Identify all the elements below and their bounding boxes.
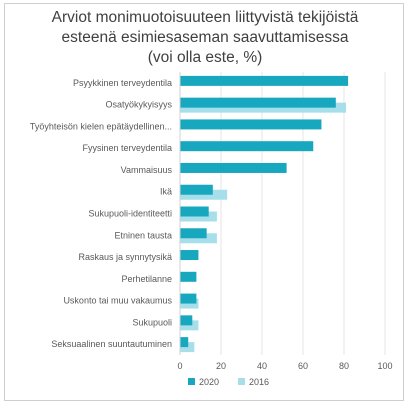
category-label: Sukupuoli (132, 317, 172, 327)
category-label: Työyhteisön kielen epätäydellinen... (30, 121, 172, 131)
category-label: Perhetilanne (121, 274, 172, 284)
category-label: Osatyökykyisyys (105, 100, 172, 110)
bar-2020 (180, 250, 199, 261)
bar-2020 (180, 162, 287, 173)
bar-2020 (180, 271, 197, 282)
category-label: Fyysinen terveydentila (82, 143, 172, 153)
bar-2020 (180, 97, 336, 108)
category-label: Psyykkinen terveydentila (73, 78, 172, 88)
category-label: Etninen tausta (114, 230, 172, 240)
bar-2020 (180, 293, 197, 304)
bar-2020 (180, 119, 322, 130)
bar-2020 (180, 75, 349, 86)
category-label: Raskaus ja synnytysikä (78, 252, 172, 262)
bar-2020 (180, 141, 314, 152)
bar-2020 (180, 184, 213, 195)
x-tick-label: 100 (377, 361, 392, 371)
x-tick-label: 20 (216, 361, 226, 371)
category-label: Seksuaalinen suuntautuminen (51, 339, 172, 349)
legend-swatch (238, 378, 245, 385)
x-tick-label: 80 (339, 361, 349, 371)
legend-swatch (188, 378, 195, 385)
chart-frame (4, 3, 404, 401)
chart-title: Arviot monimuotoisuuteen liittyvistä tek… (51, 9, 359, 66)
bar-2020 (180, 337, 189, 348)
bar-2020 (180, 228, 207, 239)
x-tick-label: 60 (298, 361, 308, 371)
x-tick-label: 40 (257, 361, 267, 371)
category-label: Sukupuoli-identiteetti (88, 209, 172, 219)
bar-2020 (180, 315, 193, 326)
legend-label: 2016 (249, 377, 269, 387)
category-label: Ikä (160, 187, 172, 197)
legend-label: 2020 (199, 377, 219, 387)
x-tick-label: 0 (177, 361, 182, 371)
category-label: Uskonto tai muu vakaumus (63, 296, 172, 306)
bar-2020 (180, 206, 209, 217)
category-label: Vammaisuus (121, 165, 173, 175)
